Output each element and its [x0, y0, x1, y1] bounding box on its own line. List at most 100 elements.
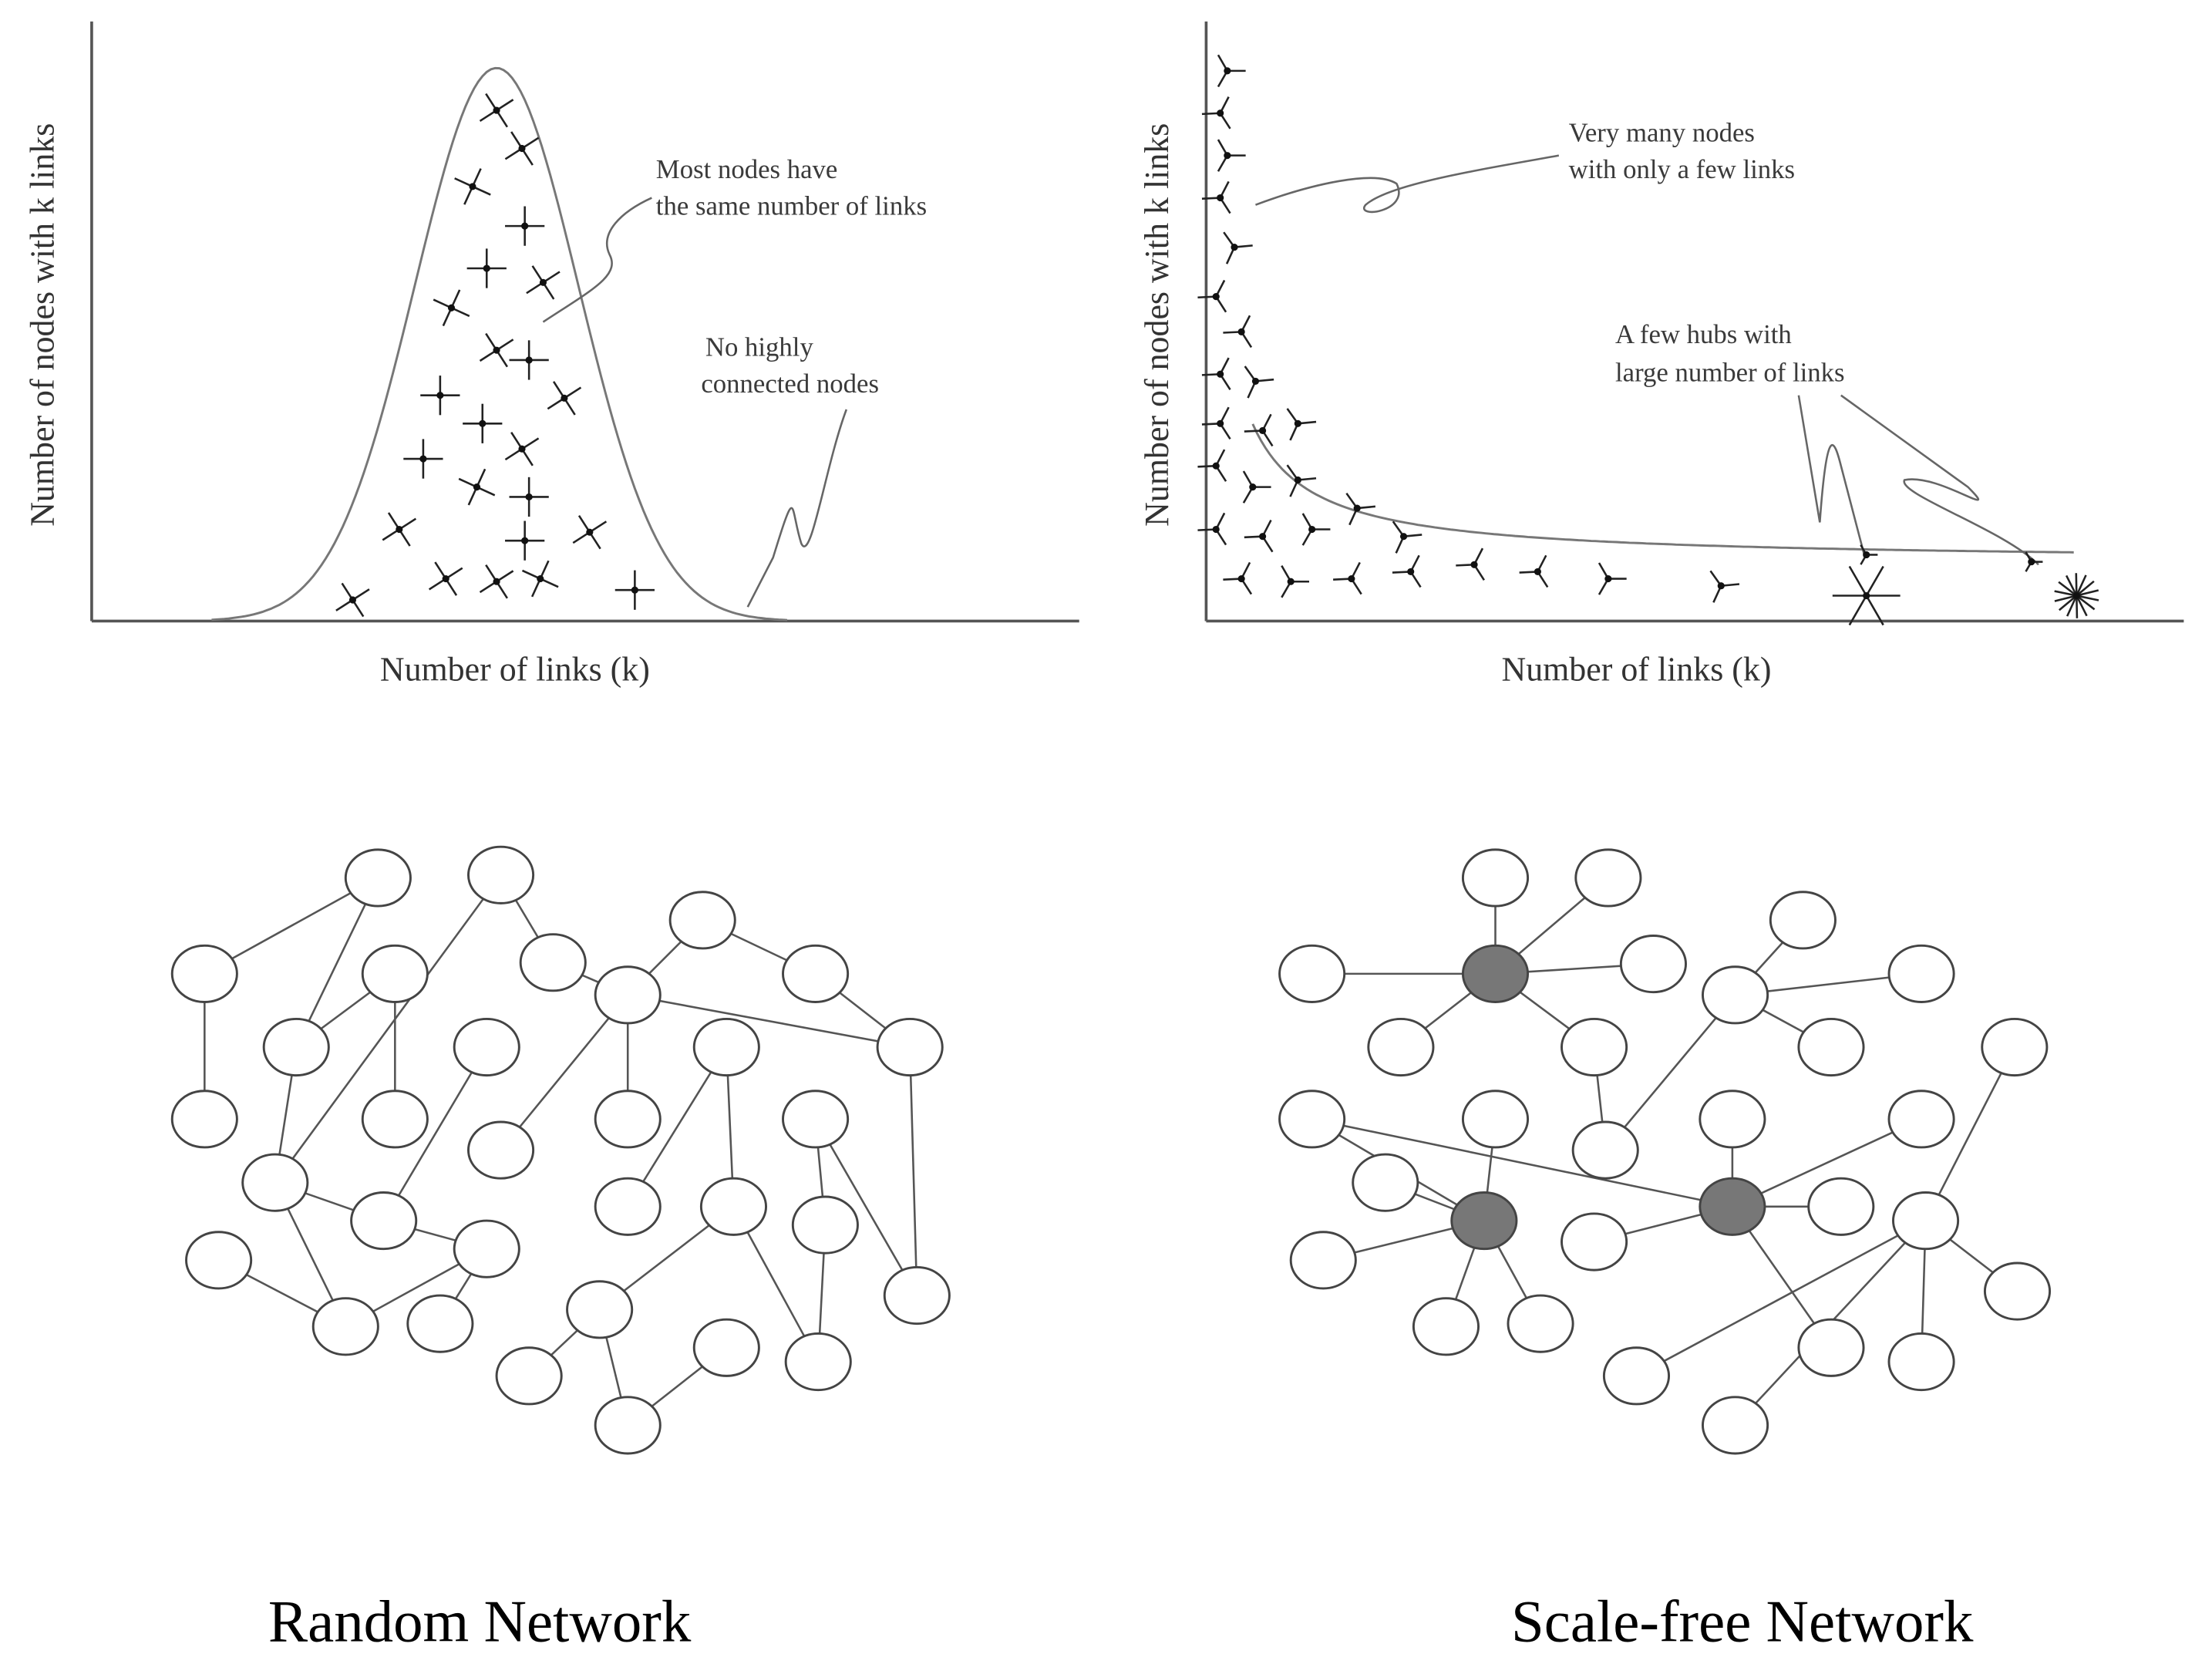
node [1983, 1261, 2052, 1321]
glyph-stroke [2076, 595, 2099, 601]
edge [1732, 1118, 1922, 1208]
glyph-dot [1353, 504, 1361, 512]
glyph-stroke [2054, 595, 2077, 602]
edge [204, 877, 379, 975]
node [594, 1396, 662, 1455]
glyph-dot [1294, 419, 1301, 427]
node [566, 1280, 634, 1339]
glyph-dot [1217, 370, 1224, 378]
y-axis-label: Number of nodes with k links [25, 123, 62, 527]
y-axis-label: Number of nodes with k links [1139, 123, 1176, 527]
glyph-dot [537, 574, 544, 583]
annotation: large number of links [1615, 357, 1845, 387]
glyph-dot [1224, 67, 1231, 75]
node [344, 848, 412, 908]
node [406, 1294, 474, 1353]
edge [1924, 1046, 2015, 1221]
node [1412, 1297, 1480, 1356]
glyph-stroke [2076, 595, 2079, 618]
node [1887, 1332, 1955, 1392]
node [699, 1177, 768, 1236]
glyph-dot [1249, 483, 1257, 491]
node [1769, 891, 1837, 950]
glyph-stroke [1865, 595, 1884, 626]
glyph-stroke [2066, 595, 2078, 617]
glyph-dot [1231, 244, 1238, 251]
node [1602, 1346, 1671, 1406]
glyph-dot [447, 304, 456, 312]
node [185, 1231, 253, 1290]
node [594, 1177, 662, 1236]
node [1561, 1017, 1628, 1077]
glyph-dot [1259, 426, 1267, 435]
glyph-dot [631, 586, 638, 594]
glyph-stroke [2059, 595, 2078, 611]
node [782, 1090, 850, 1149]
glyph-dot [1217, 109, 1224, 117]
annotation: A few hubs with [1615, 319, 1792, 349]
glyph-stroke [2076, 595, 2088, 617]
edge [1635, 1219, 1927, 1377]
node [668, 891, 736, 950]
networks [170, 845, 2052, 1455]
node [692, 1318, 760, 1377]
edge [1311, 1118, 1733, 1208]
leader-line [542, 197, 652, 323]
glyph-dot [469, 183, 476, 190]
node [361, 1090, 429, 1149]
glyph-stroke [1848, 595, 1867, 626]
edge [274, 874, 502, 1184]
glyph-stroke [1848, 565, 1867, 597]
node [519, 933, 587, 992]
node [311, 1297, 379, 1356]
glyph-dot [539, 278, 547, 286]
glyph-dot [1604, 574, 1612, 583]
glyph-dot [1212, 525, 1220, 534]
leader-line [1797, 395, 1867, 558]
node [1892, 1191, 1960, 1251]
node [1367, 1017, 1435, 1077]
node [1461, 1090, 1530, 1149]
node [170, 944, 238, 1003]
glyph-dot [483, 264, 490, 272]
leader-line [1840, 394, 2039, 566]
glyph-dot [521, 222, 529, 230]
node [453, 1219, 520, 1278]
node [170, 1090, 238, 1149]
node [883, 1266, 951, 1325]
node [1278, 1090, 1346, 1149]
node [594, 965, 662, 1025]
glyph-dot [1212, 462, 1220, 470]
node [1619, 935, 1687, 994]
degree-curve [211, 66, 788, 621]
node [692, 1017, 760, 1077]
node [1699, 1177, 1766, 1236]
glyph-stroke [1865, 565, 1884, 597]
node [1461, 848, 1530, 908]
glyph-dot [1863, 591, 1870, 600]
node-glyphs [335, 54, 2099, 626]
node [784, 1332, 852, 1392]
glyph-dot [1534, 568, 1541, 575]
node [1561, 1212, 1628, 1272]
glyph-dot [1717, 582, 1725, 590]
node [1450, 1191, 1518, 1251]
edge [382, 1046, 488, 1221]
glyph-dot [1294, 476, 1301, 484]
glyph-dot [521, 537, 529, 544]
annotation: No highly [705, 332, 814, 362]
glyph-dot [1287, 578, 1295, 585]
random-degree-chart: Number of nodes with k links Number of l… [25, 21, 1079, 688]
node [1702, 1396, 1769, 1455]
glyph-dot [1470, 561, 1478, 568]
annotation: the same number of links [656, 190, 927, 221]
node [594, 1090, 662, 1149]
glyph-dot [518, 144, 526, 153]
node [262, 1017, 330, 1077]
node [1571, 1120, 1639, 1180]
caption: Random Network [268, 1588, 692, 1654]
glyph-dot [493, 106, 500, 114]
glyph-dot [348, 596, 357, 604]
edge [627, 1046, 728, 1208]
